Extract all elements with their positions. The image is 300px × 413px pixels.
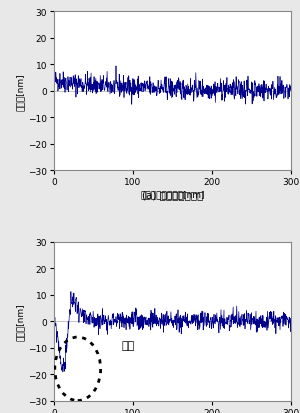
Y-axis label: 吸引力[nm]: 吸引力[nm] (16, 303, 25, 340)
Text: 引力: 引力 (121, 340, 134, 350)
Y-axis label: 吸引力[nm]: 吸引力[nm] (16, 73, 25, 110)
X-axis label: ステージ移動距離[nm]: ステージ移動距離[nm] (140, 190, 205, 199)
Text: (a) ナノバブル表面: (a) ナノバブル表面 (142, 190, 203, 199)
